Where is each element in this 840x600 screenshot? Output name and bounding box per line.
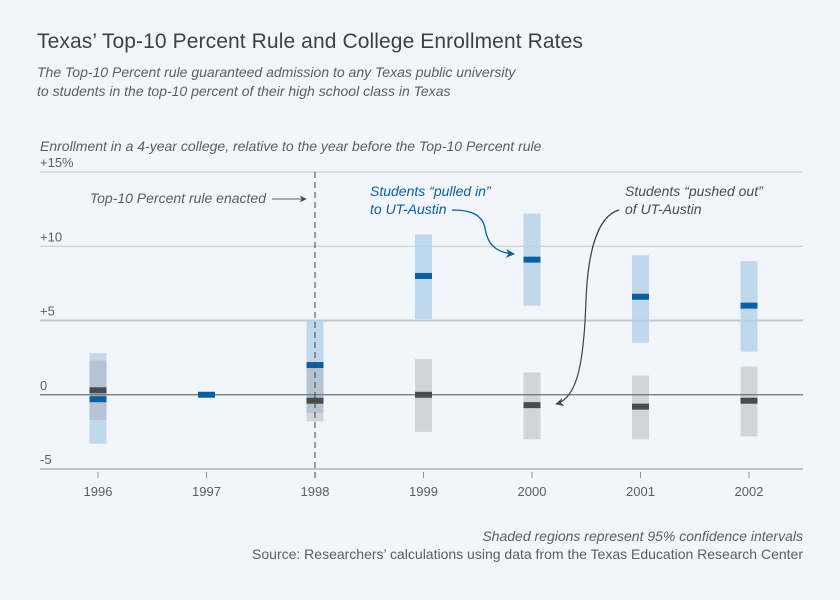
x-tick-label: 2002 (735, 484, 764, 499)
point-estimate-pulled-in (198, 391, 215, 398)
pulled-in-label-line-1: Students “pulled in” (370, 183, 492, 199)
x-tick-label: 1998 (301, 484, 330, 499)
point-estimate-pushed-out (89, 387, 107, 394)
point-estimate-pulled-in (632, 293, 649, 300)
x-tick-label: 1999 (409, 484, 438, 499)
y-tick-label: +5 (40, 304, 55, 319)
y-axis-label: Enrollment in a 4-year college, relative… (40, 138, 542, 154)
y-tick-label: +15% (40, 155, 74, 170)
y-tick-label: -5 (40, 452, 52, 467)
annotation-layer: Top-10 Percent rule enacted Students “pu… (90, 172, 764, 480)
x-tick-label: 2001 (626, 484, 655, 499)
pushed-out-label-line-2: of UT-Austin (625, 201, 702, 217)
x-tick-label: 2000 (518, 484, 547, 499)
point-estimate-pulled-in (523, 256, 541, 263)
subtitle-line-2: to students in the top-10 percent of the… (37, 83, 451, 99)
point-estimate-pushed-out (523, 402, 541, 409)
y-tick-label: +10 (40, 229, 62, 244)
rule-enacted-label: Top-10 Percent rule enacted (90, 190, 267, 206)
point-estimate-pushed-out (632, 403, 649, 410)
pushed-out-arrow (555, 209, 620, 407)
confidence-interval-note: Shaded regions represent 95% confidence … (482, 528, 803, 544)
y-tick-label: 0 (40, 378, 47, 393)
chart-subtitle: The Top-10 Percent rule guaranteed admis… (37, 63, 515, 101)
chart-title: Texas’ Top-10 Percent Rule and College E… (37, 30, 583, 53)
point-estimate-pushed-out (306, 397, 324, 404)
source-note: Source: Researchers’ calculations using … (252, 546, 803, 562)
pushed-out-label-line-1: Students “pushed out” (625, 183, 764, 199)
point-estimate-pulled-in (740, 302, 758, 309)
point-estimate-pulled-in (89, 396, 107, 403)
x-tick-label: 1997 (192, 484, 221, 499)
point-estimate-pulled-in (415, 272, 432, 279)
x-axis: 1996 1997 1998 1999 2000 2001 2002 (84, 472, 764, 499)
point-estimate-pushed-out (415, 391, 432, 398)
point-estimate-pushed-out (740, 397, 758, 404)
subtitle-line-1: The Top-10 Percent rule guaranteed admis… (37, 64, 516, 80)
pulled-in-label-line-2: to UT-Austin (370, 201, 447, 217)
pulled-in-arrow (451, 209, 515, 258)
x-tick-label: 1996 (84, 484, 113, 499)
ci-layer (89, 213, 758, 444)
